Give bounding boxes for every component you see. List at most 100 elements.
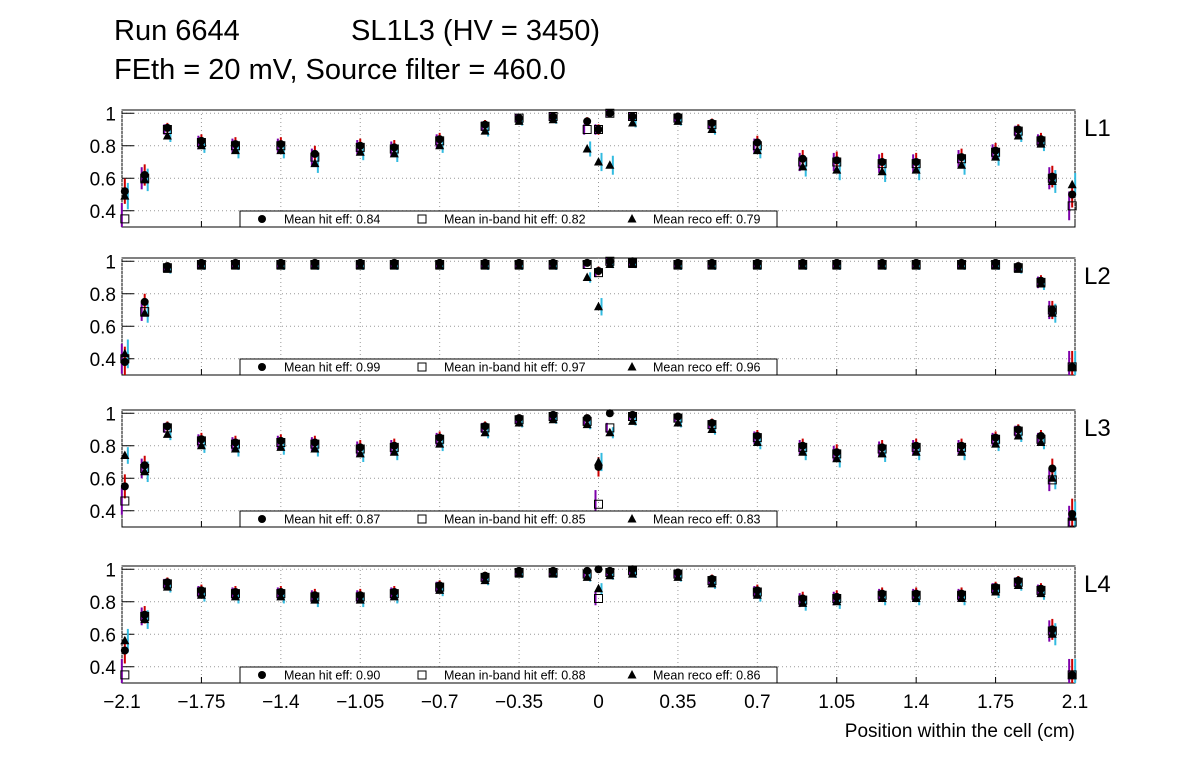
reco-eff-marker — [707, 578, 717, 588]
inband-eff-marker — [594, 594, 603, 603]
y-tick-label: 1 — [105, 252, 116, 273]
panel-label: L3 — [1084, 415, 1111, 442]
y-tick-label: 1 — [105, 104, 116, 125]
y-tick-label: 0.6 — [90, 169, 116, 190]
legend-reco-label: Mean reco eff: 0.83 — [653, 513, 761, 527]
reco-eff-marker — [594, 457, 603, 466]
hit-eff-marker — [605, 409, 614, 418]
panel-label: L2 — [1084, 263, 1111, 290]
reco-eff-marker — [673, 261, 683, 270]
legend-hit-marker — [258, 363, 266, 371]
legend-reco-marker — [627, 670, 637, 679]
reco-eff-marker — [355, 595, 365, 604]
reco-eff-marker — [548, 414, 558, 424]
reco-eff-marker — [1013, 131, 1023, 140]
y-tick-label: 0.8 — [90, 593, 116, 614]
hit-eff-marker — [310, 149, 319, 158]
inband-eff-marker — [582, 260, 592, 269]
legend-inband-label: Mean in-band hit eff: 0.82 — [444, 213, 586, 227]
hit-eff-marker — [120, 646, 129, 655]
hit-eff-marker — [1068, 190, 1077, 199]
reco-eff-marker — [548, 114, 558, 124]
reco-eff-marker — [120, 450, 130, 459]
x-tick-label: −0.7 — [421, 692, 459, 713]
x-tick-label: 0 — [593, 692, 604, 713]
hit-eff-marker — [140, 461, 149, 470]
reco-eff-marker — [832, 165, 842, 174]
reco-eff-marker — [480, 126, 490, 135]
reco-eff-marker — [605, 160, 615, 169]
reco-eff-marker — [389, 591, 399, 601]
reco-eff-marker — [707, 124, 717, 133]
legend-inband-label: Mean in-band hit eff: 0.85 — [444, 513, 586, 527]
reco-eff-marker — [673, 572, 683, 581]
reco-eff-marker — [230, 444, 240, 453]
reco-eff-marker — [1067, 179, 1077, 189]
reco-eff-marker — [628, 259, 638, 268]
reco-eff-marker — [276, 145, 286, 155]
reco-eff-marker — [355, 147, 365, 156]
reco-eff-marker — [514, 418, 524, 427]
panel-l4: 0.4 0.6 0.8 1 L4 Mean hit eff: 0.90 Mean in-ba… — [90, 560, 1111, 684]
reco-eff-marker — [594, 583, 603, 593]
hit-eff-marker — [583, 414, 592, 423]
reco-eff-marker — [162, 582, 172, 591]
panel-l3: 0.4 0.6 0.8 1 L3 Mean hit eff: 0.87 Mean in-ba… — [90, 404, 1111, 528]
hit-eff-marker — [594, 125, 603, 134]
legend-hit-label: Mean hit eff: 0.84 — [284, 213, 380, 227]
reco-eff-marker — [752, 590, 762, 599]
reco-eff-marker — [276, 591, 286, 601]
reco-eff-marker — [673, 116, 683, 125]
reco-eff-marker — [957, 593, 967, 602]
reco-eff-marker — [548, 261, 558, 270]
reco-eff-marker — [310, 595, 320, 604]
reco-eff-marker — [1047, 308, 1057, 317]
reco-eff-marker — [355, 261, 365, 270]
inband-eff-marker — [594, 125, 603, 134]
reco-eff-marker — [310, 158, 320, 168]
hit-eff-marker — [798, 154, 807, 163]
reco-eff-marker — [196, 140, 206, 150]
reco-eff-marker — [435, 140, 445, 150]
legend-inband-marker — [417, 670, 427, 680]
y-tick-label: 0.8 — [90, 437, 116, 458]
reco-eff-marker — [877, 448, 887, 458]
reco-eff-marker — [911, 165, 921, 174]
inband-eff-marker — [120, 496, 130, 506]
reco-eff-marker — [310, 444, 320, 453]
reco-eff-marker — [120, 348, 130, 358]
hit-eff-marker — [120, 482, 129, 491]
reco-eff-marker — [991, 439, 1001, 448]
reco-eff-marker — [276, 442, 286, 451]
reco-eff-marker — [628, 118, 638, 127]
legend-reco-label: Mean reco eff: 0.96 — [653, 361, 761, 375]
legend-inband-label: Mean in-band hit eff: 0.88 — [444, 669, 586, 683]
reco-eff-marker — [594, 301, 603, 311]
reco-eff-marker — [582, 144, 592, 153]
legend-inband-marker — [417, 214, 427, 224]
inband-eff-marker — [594, 499, 603, 509]
plot-frame — [121, 257, 1076, 376]
panel-l1: 0.4 0.6 0.8 1 L1 Mean hit eff: 0.84 Mean in-ba… — [90, 104, 1111, 228]
x-tick-label: 1.75 — [977, 692, 1014, 713]
legend-box — [239, 210, 778, 228]
x-tick-label: 0.7 — [744, 692, 770, 713]
hit-eff-marker — [583, 117, 592, 126]
reco-eff-marker — [480, 427, 490, 437]
reco-eff-marker — [877, 261, 887, 270]
x-tick-label: −1.05 — [336, 692, 384, 713]
reco-eff-marker — [911, 593, 921, 602]
x-tick-label: −2.1 — [103, 692, 141, 713]
reco-eff-marker — [582, 272, 592, 281]
y-tick-label: 0.8 — [90, 285, 116, 306]
reco-eff-marker — [832, 596, 842, 606]
reco-eff-marker — [514, 261, 524, 270]
reco-eff-marker — [605, 570, 615, 580]
reco-eff-marker — [991, 261, 1001, 270]
inband-eff-marker — [1067, 201, 1077, 211]
legend-box — [239, 358, 778, 376]
reco-eff-marker — [162, 264, 172, 273]
x-tick-label: −1.75 — [177, 692, 225, 713]
reco-eff-marker — [140, 466, 150, 476]
